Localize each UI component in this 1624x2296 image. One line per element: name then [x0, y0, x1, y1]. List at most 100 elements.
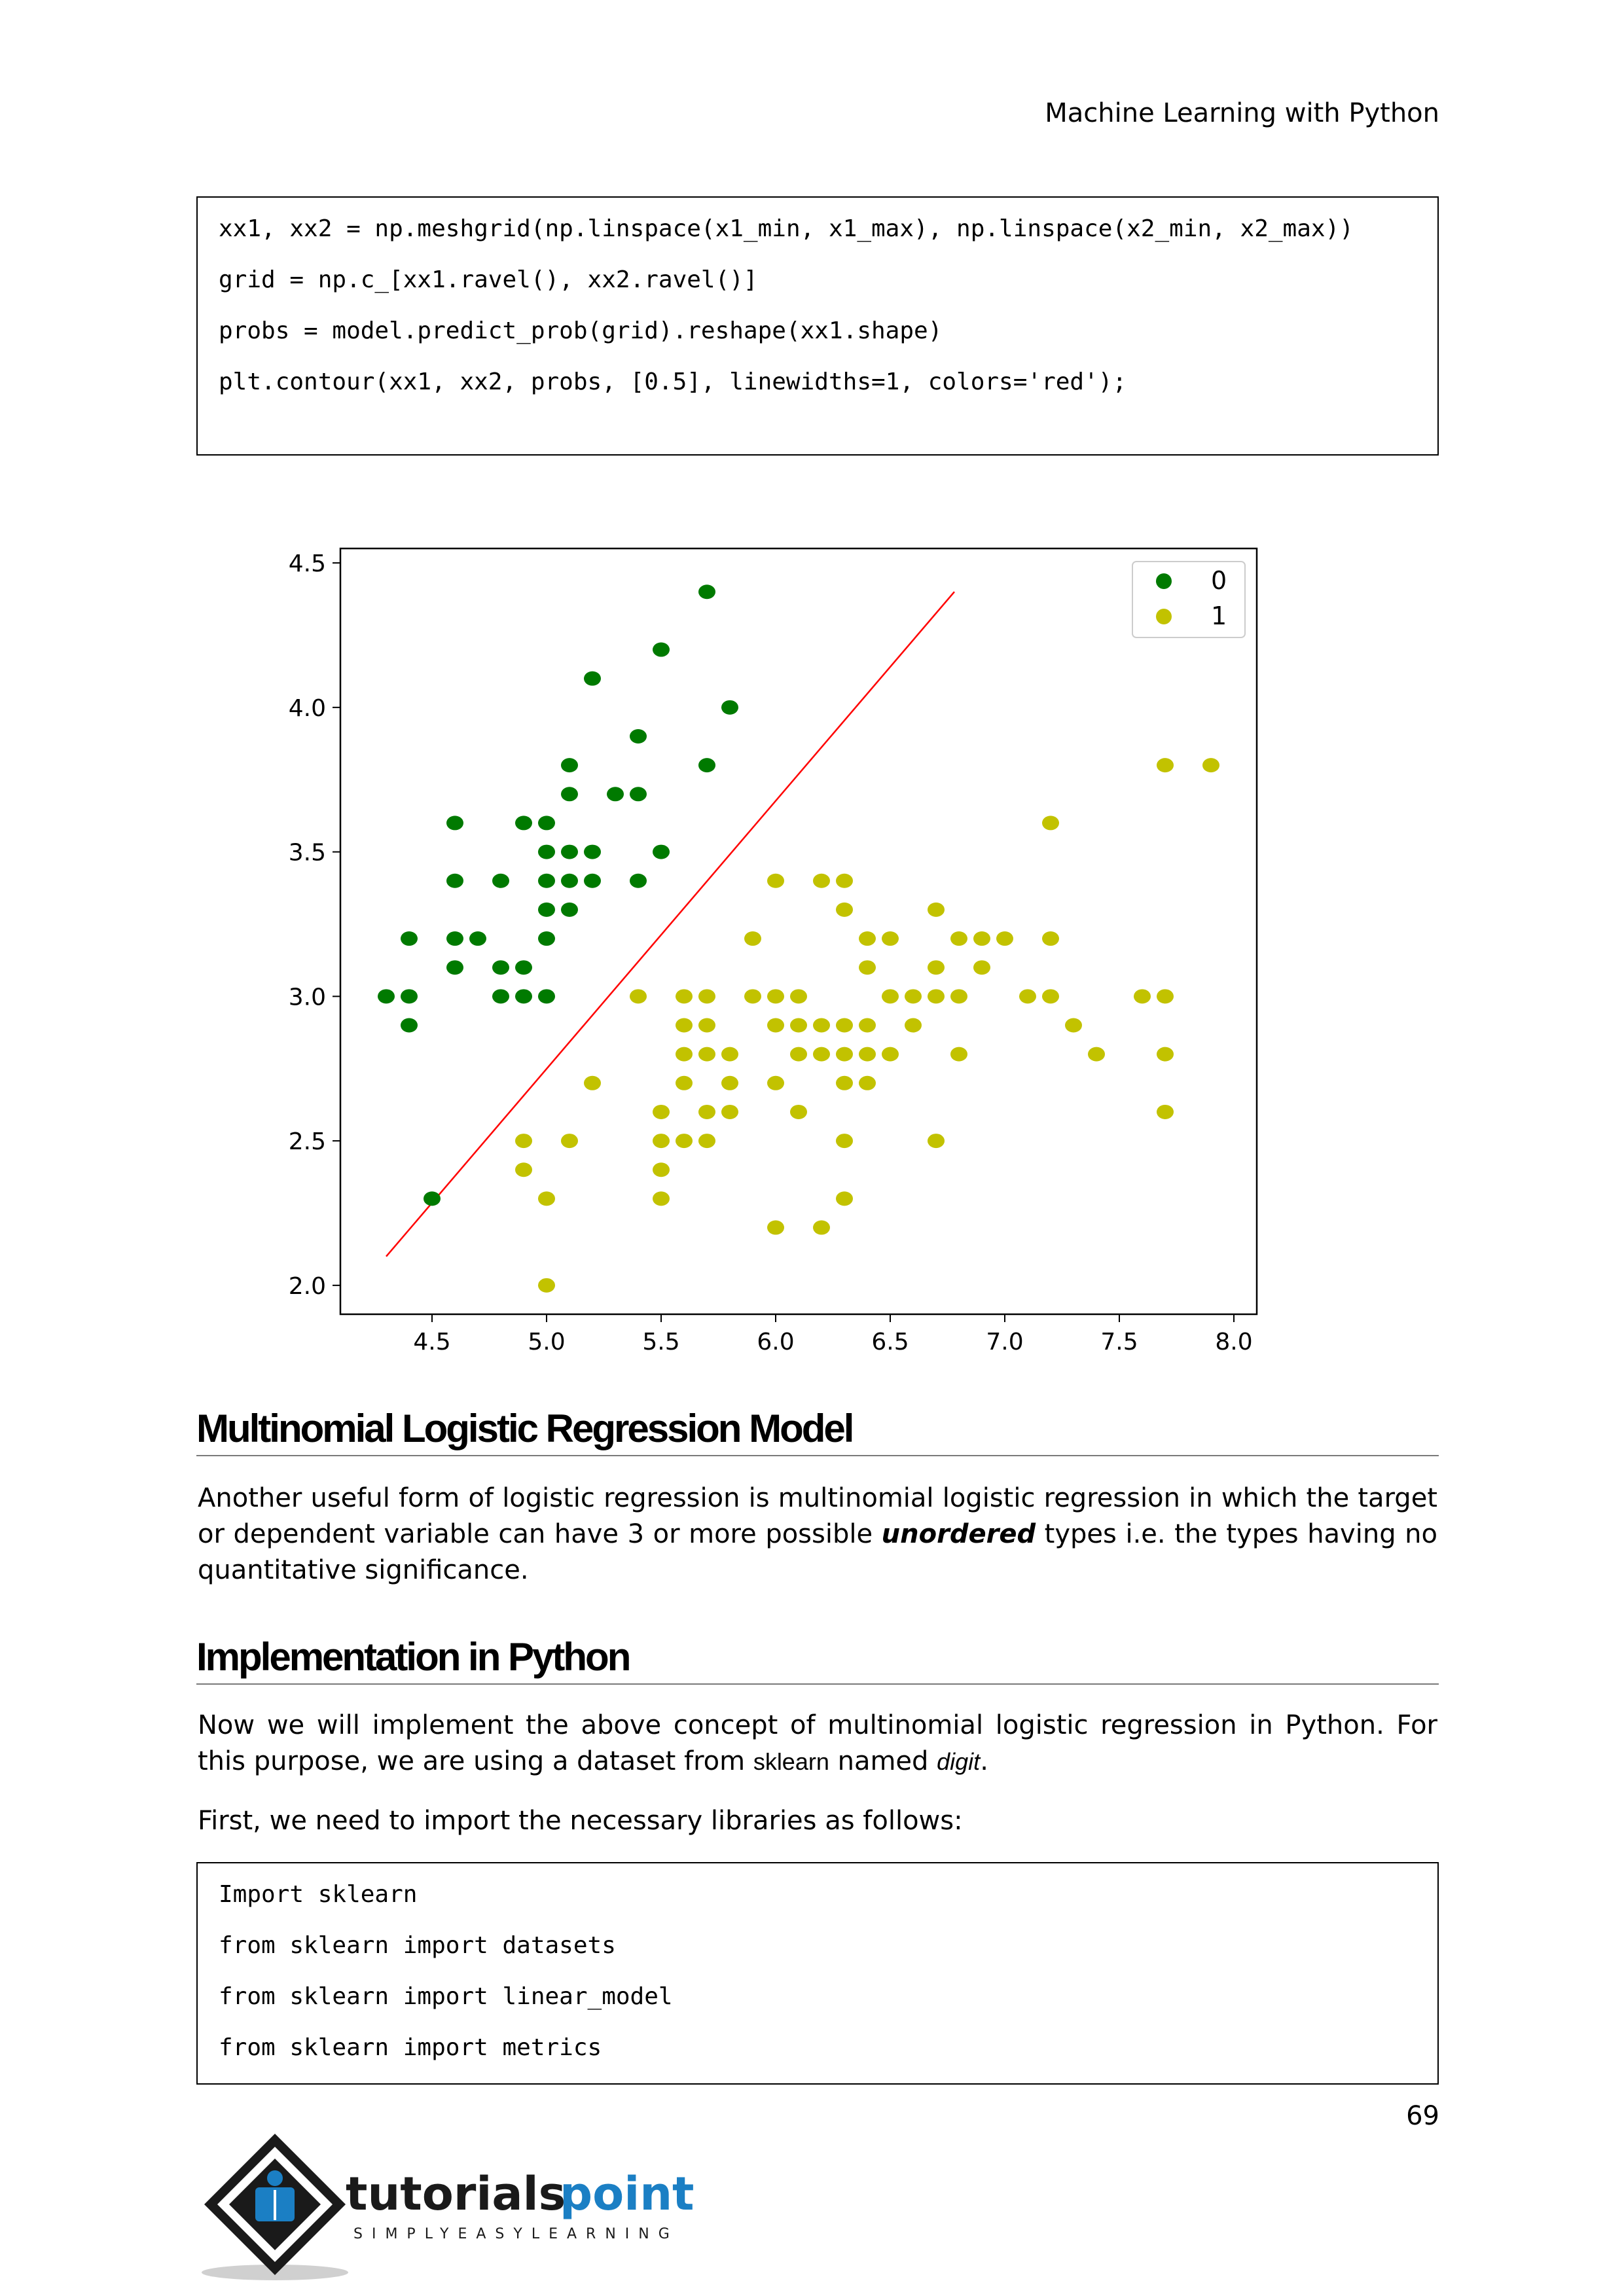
data-point-class-1	[721, 1104, 738, 1119]
data-point-class-1	[836, 1018, 853, 1033]
data-point-class-0	[515, 989, 532, 1004]
data-point-class-1	[859, 1075, 876, 1090]
data-point-class-1	[767, 873, 784, 888]
data-point-class-1	[905, 989, 922, 1004]
code-line: from sklearn import linear_model	[219, 1983, 673, 2010]
code-line: from sklearn import datasets	[219, 1932, 616, 1959]
code-line: xx1, xx2 = np.meshgrid(np.linspace(x1_mi…	[219, 215, 1354, 242]
data-point-class-0	[561, 873, 578, 888]
data-point-class-1	[767, 1075, 784, 1090]
data-point-class-1	[790, 989, 807, 1004]
data-point-class-1	[721, 1075, 738, 1090]
text-run: types i.e. the types having no quantitat…	[198, 1519, 1437, 1585]
legend-box	[1132, 561, 1246, 638]
data-point-class-1	[653, 1162, 670, 1177]
data-point-class-1	[1134, 989, 1151, 1004]
section-heading-multinomial: Multinomial Logistic Regression Model	[196, 1406, 1439, 1456]
x-tick-label: 4.5	[413, 1329, 450, 1355]
data-point-class-1	[836, 873, 853, 888]
logo-svg: tutorials point SIMPLYEASYLEARNING	[202, 2134, 695, 2280]
data-point-class-0	[630, 787, 647, 802]
data-point-class-0	[538, 844, 555, 859]
data-point-class-0	[401, 989, 418, 1004]
y-tick-label: 3.5	[289, 840, 326, 867]
data-point-class-1	[882, 1047, 899, 1062]
data-point-class-0	[538, 816, 555, 831]
data-point-class-1	[698, 1134, 715, 1149]
data-point-class-1	[676, 1018, 693, 1033]
data-point-class-1	[767, 1018, 784, 1033]
data-point-class-1	[676, 1047, 693, 1062]
data-point-class-1	[1202, 758, 1219, 773]
data-point-class-0	[446, 931, 463, 946]
logo-wordmark-main: tutorials	[346, 2167, 566, 2221]
data-point-class-0	[538, 873, 555, 888]
data-point-class-1	[676, 989, 693, 1004]
x-tick-label: 6.5	[871, 1329, 909, 1355]
y-tick-label: 2.5	[289, 1128, 326, 1155]
data-point-class-0	[630, 873, 647, 888]
code-line: probs = model.predict_prob(grid).reshape…	[219, 317, 943, 344]
decision-boundary-line	[386, 591, 955, 1257]
data-point-class-1	[790, 1104, 807, 1119]
data-point-class-0	[446, 816, 463, 831]
legend-label-1: 1	[1211, 601, 1227, 630]
data-point-class-1	[859, 960, 876, 975]
data-point-class-1	[767, 1220, 784, 1235]
data-point-class-1	[1157, 989, 1174, 1004]
data-point-class-1	[1088, 1047, 1105, 1062]
paragraph-implementation: Now we will implement the above concept …	[198, 1708, 1437, 1780]
data-point-class-1	[698, 1104, 715, 1119]
data-point-class-0	[561, 758, 578, 773]
data-point-class-0	[721, 700, 738, 715]
data-point-class-1	[973, 931, 990, 946]
data-point-class-0	[492, 989, 509, 1004]
data-point-class-1	[744, 931, 761, 946]
data-point-class-1	[1157, 1104, 1174, 1119]
data-point-class-1	[813, 1220, 830, 1235]
data-point-class-1	[538, 1278, 555, 1293]
data-point-class-1	[950, 931, 967, 946]
logo-tagline: SIMPLYEASYLEARNING	[353, 2226, 679, 2242]
legend: 0 1	[1132, 561, 1246, 638]
data-point-class-0	[698, 758, 715, 773]
data-point-class-1	[813, 1018, 830, 1033]
data-point-class-0	[446, 960, 463, 975]
x-tick-label: 7.5	[1100, 1329, 1138, 1355]
data-point-class-1	[882, 931, 899, 946]
data-point-class-1	[950, 1047, 967, 1062]
y-tick-label: 2.0	[289, 1273, 326, 1300]
data-point-class-1	[859, 931, 876, 946]
data-point-class-1	[767, 989, 784, 1004]
data-point-class-0	[538, 931, 555, 946]
data-point-class-0	[584, 671, 601, 686]
legend-marker-0	[1156, 573, 1172, 589]
data-point-class-1	[836, 1191, 853, 1206]
data-point-class-1	[859, 1018, 876, 1033]
data-point-class-1	[698, 989, 715, 1004]
logo-wordmark-accent: point	[560, 2167, 695, 2221]
code-line: from sklearn import metrics	[219, 2034, 602, 2061]
data-point-class-1	[653, 1191, 670, 1206]
code-line: plt.contour(xx1, xx2, probs, [0.5], line…	[219, 368, 1127, 395]
data-point-class-1	[836, 1047, 853, 1062]
y-tick-label: 3.0	[289, 984, 326, 1011]
data-point-class-1	[790, 1047, 807, 1062]
page-number: 69	[1406, 2101, 1439, 2131]
data-point-class-1	[676, 1075, 693, 1090]
code-line: grid = np.c_[xx1.ravel(), xx2.ravel()]	[219, 266, 758, 293]
data-point-class-1	[744, 989, 761, 1004]
data-point-class-1	[561, 1134, 578, 1149]
logo-person-head	[267, 2170, 283, 2186]
data-point-class-0	[561, 902, 578, 917]
data-point-class-1	[859, 1047, 876, 1062]
data-point-class-0	[653, 844, 670, 859]
data-point-class-0	[607, 787, 624, 802]
data-point-class-1	[928, 960, 945, 975]
data-point-class-0	[561, 844, 578, 859]
text-run: named	[829, 1746, 937, 1776]
data-point-class-1	[1157, 1047, 1174, 1062]
scatter-chart: 4.5 5.0 5.5 6.0 6.5 7.0 7.5 8.0 2.0 2.5 3.0 3.5 4.0 4…	[249, 537, 1283, 1374]
tutorialspoint-logo: tutorials point SIMPLYEASYLEARNING	[196, 2127, 707, 2284]
data-point-class-1	[928, 902, 945, 917]
